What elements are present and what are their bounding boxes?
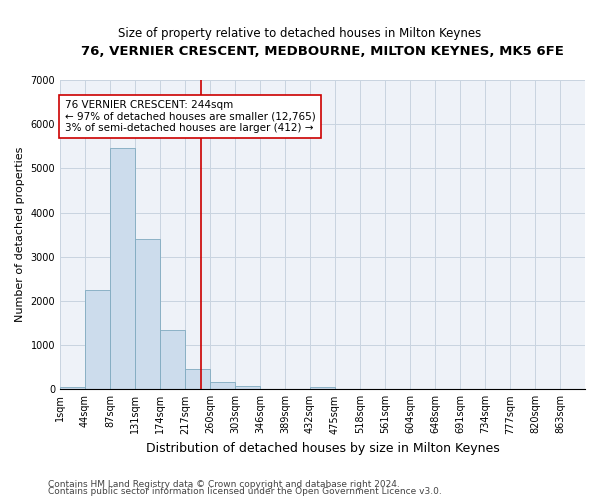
Bar [210,382,235,390]
Bar [235,386,260,390]
Bar [310,387,335,390]
Bar [60,387,85,390]
X-axis label: Distribution of detached houses by size in Milton Keynes: Distribution of detached houses by size … [146,442,499,455]
Bar [110,148,135,390]
Title: 76, VERNIER CRESCENT, MEDBOURNE, MILTON KEYNES, MK5 6FE: 76, VERNIER CRESCENT, MEDBOURNE, MILTON … [81,45,564,58]
Bar [185,370,210,390]
Text: Contains public sector information licensed under the Open Government Licence v3: Contains public sector information licen… [48,487,442,496]
Bar [160,330,185,390]
Text: Size of property relative to detached houses in Milton Keynes: Size of property relative to detached ho… [118,28,482,40]
Text: 76 VERNIER CRESCENT: 244sqm
← 97% of detached houses are smaller (12,765)
3% of : 76 VERNIER CRESCENT: 244sqm ← 97% of det… [65,100,316,133]
Text: Contains HM Land Registry data © Crown copyright and database right 2024.: Contains HM Land Registry data © Crown c… [48,480,400,489]
Bar [85,290,110,390]
Y-axis label: Number of detached properties: Number of detached properties [15,147,25,322]
Bar [135,239,160,390]
